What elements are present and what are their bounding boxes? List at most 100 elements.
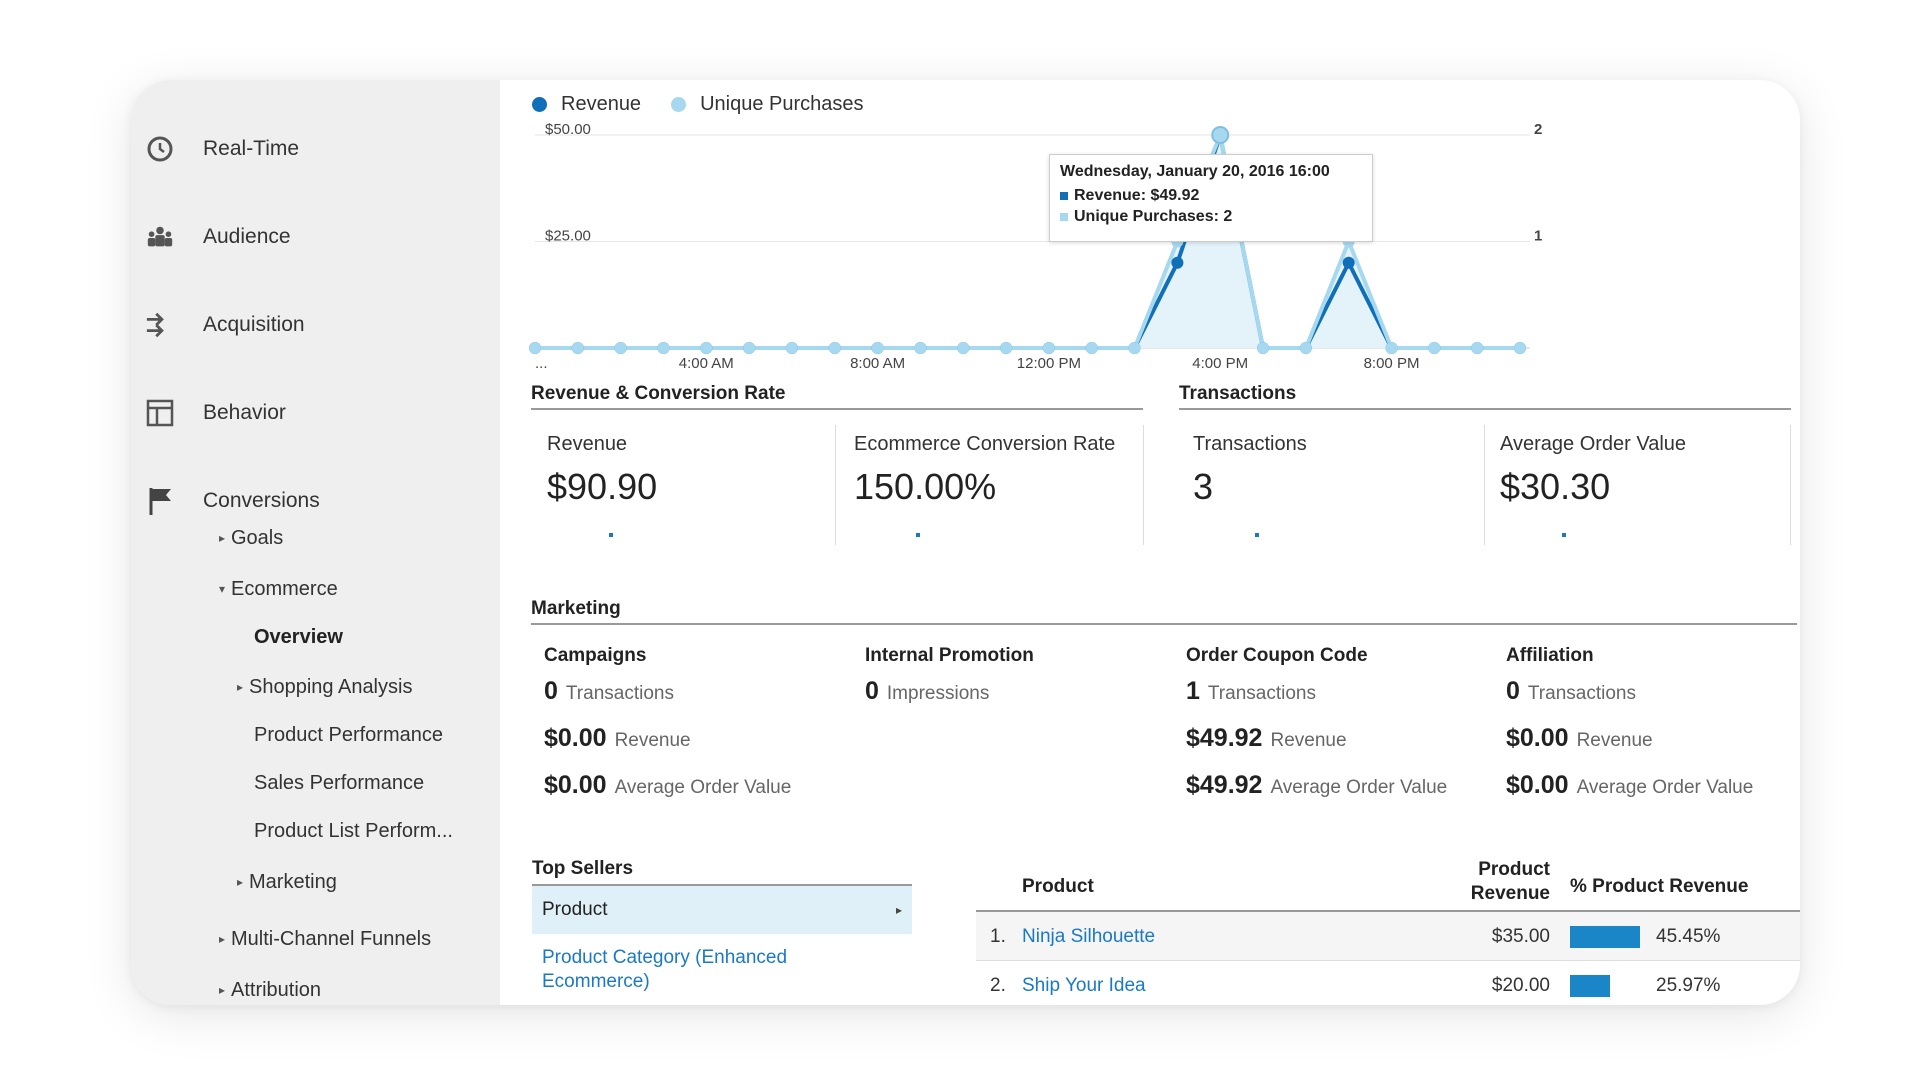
chart-lines <box>535 127 1520 350</box>
top-sellers-product-category-link[interactable]: Product Category (Enhanced Ecommerce) <box>542 947 788 992</box>
point-unique-purchases <box>1471 342 1484 354</box>
layout-icon <box>145 398 175 428</box>
metric-value: 150.00% <box>854 466 997 507</box>
y-tick-right: 2 <box>1534 121 1542 138</box>
marketing-row: 1 Transactions <box>1186 677 1316 705</box>
marketing-head: Internal Promotion <box>865 645 1034 666</box>
point-unique-purchases <box>743 342 756 354</box>
marketing-row: 0 Impressions <box>865 677 990 705</box>
nav-conversions[interactable]: Conversions <box>131 476 500 526</box>
nav-product-list-performance[interactable]: Product List Perform... <box>254 820 453 842</box>
chart-legend: Revenue Unique Purchases <box>532 93 864 116</box>
x-tick: 8:00 AM <box>850 355 905 372</box>
product-revenue: $20.00 <box>1491 975 1550 996</box>
table-row: 1. Ninja Silhouette $35.00 45.45% <box>976 912 1800 961</box>
point-revenue <box>1342 256 1355 269</box>
nav-overview[interactable]: Overview <box>254 626 343 648</box>
nav-sales-performance[interactable]: Sales Performance <box>254 772 425 794</box>
nav-marketing[interactable]: ▸ Marketing <box>237 871 337 893</box>
clock-icon <box>145 134 175 164</box>
marketing-affiliation: Affiliation 0 Transactions $0.00 Revenue $… <box>1506 645 1800 818</box>
top-sellers-title: Top Sellers <box>532 858 912 886</box>
legend-unique-purchases[interactable]: Unique Purchases <box>671 93 864 116</box>
point-unique-purchases <box>614 342 627 354</box>
point-unique-purchases <box>1000 342 1013 354</box>
point-unique-purchases <box>571 342 584 354</box>
caret-right-icon: ▸ <box>219 983 226 997</box>
product-link[interactable]: Ship Your Idea <box>1022 975 1146 996</box>
metric-revenue[interactable]: Revenue $90.90 <box>547 433 847 563</box>
marketing-row: $0.00 Average Order Value <box>1506 771 1754 799</box>
point-unique-purchases <box>1299 342 1312 354</box>
nav-real-time[interactable]: Real-Time <box>131 124 500 174</box>
x-tick: ... <box>535 355 548 372</box>
nav-shopping-analysis[interactable]: ▸ Shopping Analysis <box>237 676 413 698</box>
nav-ecommerce[interactable]: ▾ Ecommerce <box>219 578 338 600</box>
point-unique-purchases <box>1257 342 1270 354</box>
chart-labels: $50.00 2 $25.00 1... 4:00 AM 8:00 AM 12:00 PM 4… <box>535 121 1542 372</box>
product-revenue: $35.00 <box>1491 926 1550 947</box>
legend-revenue[interactable]: Revenue <box>532 93 641 116</box>
divider <box>1143 425 1144 545</box>
line-chart[interactable]: $50.00 2 $25.00 1... 4:00 AM 8:00 AM 12:00 PM 4… <box>500 80 1800 380</box>
marketing-head: Affiliation <box>1506 645 1594 666</box>
point-unique-purchases <box>529 342 541 354</box>
table-row: 2. Ship Your Idea $20.00 25.97% <box>976 961 1800 1005</box>
x-tick: 4:00 AM <box>679 355 734 372</box>
marketing-section-title: Marketing <box>531 598 1797 625</box>
col-product-revenue[interactable]: Product Revenue <box>1470 859 1550 904</box>
point-unique-purchases <box>657 342 670 354</box>
col-pct-product-revenue[interactable]: % Product Revenue <box>1570 876 1749 897</box>
top-sellers-product-option[interactable]: Product ▸ <box>532 886 912 934</box>
point-unique-purchases <box>828 342 841 354</box>
divider <box>1484 425 1485 545</box>
metric-conversion-rate[interactable]: Ecommerce Conversion Rate 150.00% <box>854 433 1154 563</box>
pct-value: 45.45% <box>1656 926 1721 947</box>
col-product[interactable]: Product <box>1022 876 1094 897</box>
marketing-row: $49.92 Revenue <box>1186 724 1347 752</box>
transactions-section-title: Transactions <box>1179 383 1791 410</box>
revenue-section-title: Revenue & Conversion Rate <box>531 383 1143 410</box>
marketing-head: Order Coupon Code <box>1186 645 1368 666</box>
metric-value: $90.90 <box>547 466 658 507</box>
legend-dot-revenue <box>532 97 547 112</box>
caret-right-icon: ▸ <box>219 932 226 946</box>
nav-attribution[interactable]: ▸ Attribution <box>219 979 322 1001</box>
point-unique-purchases <box>1428 342 1441 354</box>
tooltip-purchases: Unique Purchases: 2 <box>1060 208 1362 226</box>
nav-label: Audience <box>203 225 291 248</box>
tooltip-revenue: Revenue: $49.92 <box>1060 187 1362 205</box>
x-tick: 8:00 PM <box>1364 355 1420 372</box>
nav-multi-channel-funnels[interactable]: ▸ Multi-Channel Funnels <box>219 928 432 950</box>
marketing-campaigns: Campaigns 0 Transactions $0.00 Revenue $0.… <box>544 645 864 818</box>
nav-product-performance[interactable]: Product Performance <box>254 724 443 746</box>
row-index: 1. <box>990 926 1006 947</box>
y-tick-left: $25.00 <box>545 228 591 245</box>
point-unique-purchases <box>1514 342 1526 354</box>
point-unique-purchases <box>1085 342 1098 354</box>
x-tick: 4:00 PM <box>1192 355 1248 372</box>
caret-right-icon: ▸ <box>237 875 244 889</box>
point-unique-purchases <box>1385 342 1398 354</box>
metric-transactions[interactable]: Transactions 3 <box>1193 433 1493 563</box>
nav-behavior[interactable]: Behavior <box>131 388 500 438</box>
metric-label: Revenue <box>547 433 628 455</box>
nav-audience[interactable]: Audience <box>131 212 500 262</box>
sparkline <box>609 533 613 537</box>
metric-average-order-value[interactable]: Average Order Value $30.30 <box>1500 433 1800 563</box>
marketing-row: $0.00 Average Order Value <box>544 771 792 799</box>
main-content: Revenue Unique Purchases $50.00 2 $25.00 1.… <box>500 80 1800 1005</box>
row-index: 2. <box>990 975 1006 996</box>
sidebar: Real-Time Audience Acquisition Behavior … <box>131 80 500 1005</box>
y-tick-left: $50.00 <box>545 121 591 138</box>
pct-bar <box>1570 975 1610 997</box>
nav-label: Behavior <box>203 401 286 424</box>
nav-acquisition[interactable]: Acquisition <box>131 300 500 350</box>
point-unique-purchases <box>957 342 970 354</box>
arrows-icon <box>145 310 175 340</box>
product-link[interactable]: Ninja Silhouette <box>1022 926 1156 947</box>
product-table-header: Product Product Revenue % Product Revenu… <box>976 858 1800 912</box>
sparkline <box>1562 533 1566 537</box>
marketing-head: Campaigns <box>544 645 647 666</box>
nav-goals[interactable]: ▸ Goals <box>219 527 284 549</box>
